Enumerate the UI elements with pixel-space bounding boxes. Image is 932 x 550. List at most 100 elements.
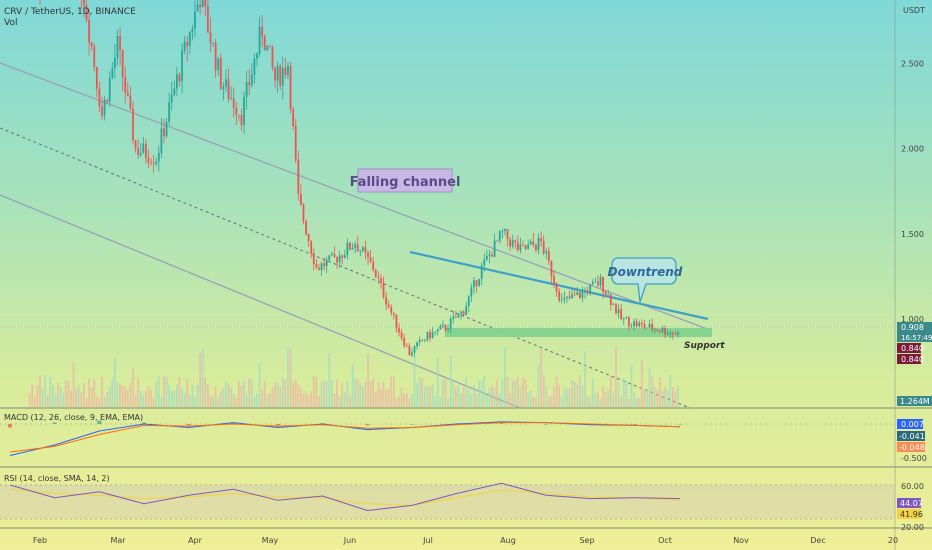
candle[interactable] [132, 101, 134, 145]
candle[interactable] [612, 302, 615, 306]
candle[interactable] [111, 62, 114, 80]
candle[interactable] [243, 91, 245, 134]
candle[interactable] [532, 233, 535, 248]
candle[interactable] [527, 239, 530, 250]
candle[interactable] [408, 342, 411, 356]
candle[interactable] [405, 343, 408, 348]
candle[interactable] [578, 291, 581, 300]
candle[interactable] [633, 318, 635, 331]
candle[interactable] [359, 249, 362, 256]
candle[interactable] [602, 276, 604, 299]
candle[interactable] [635, 318, 638, 328]
candle[interactable] [550, 260, 553, 283]
candle[interactable] [400, 328, 403, 341]
candle[interactable] [222, 82, 225, 101]
candle[interactable] [124, 66, 127, 104]
candle[interactable] [230, 86, 233, 101]
candle[interactable] [310, 240, 313, 259]
candle[interactable] [217, 57, 220, 76]
candle[interactable] [377, 271, 380, 284]
candle[interactable] [181, 43, 183, 94]
candle[interactable] [98, 81, 101, 113]
candle[interactable] [178, 72, 181, 87]
candle[interactable] [584, 287, 586, 299]
candle[interactable] [615, 302, 617, 315]
candle[interactable] [465, 301, 468, 316]
candle[interactable] [653, 327, 656, 334]
candle[interactable] [323, 258, 326, 271]
channel-mid-line[interactable] [0, 127, 691, 409]
candle[interactable] [101, 96, 103, 120]
candle[interactable] [209, 17, 212, 53]
candle[interactable] [387, 300, 390, 309]
candle[interactable] [325, 256, 328, 273]
candle[interactable] [284, 58, 287, 80]
candle[interactable] [258, 16, 261, 58]
candle[interactable] [315, 258, 318, 269]
candle[interactable] [452, 311, 455, 324]
candle[interactable] [382, 276, 385, 300]
candle[interactable] [114, 43, 116, 79]
candle[interactable] [599, 273, 602, 289]
candle[interactable] [659, 329, 661, 334]
candle[interactable] [504, 228, 506, 236]
candle[interactable] [638, 320, 641, 328]
candle[interactable] [287, 62, 289, 80]
candle[interactable] [488, 250, 491, 264]
candle[interactable] [240, 108, 243, 131]
candle[interactable] [648, 319, 651, 329]
candle[interactable] [597, 274, 599, 287]
candle[interactable] [173, 80, 176, 97]
candle[interactable] [341, 254, 344, 265]
candle[interactable] [429, 329, 431, 342]
candle[interactable] [354, 240, 357, 254]
candle[interactable] [395, 314, 398, 333]
candle[interactable] [509, 237, 512, 251]
candle[interactable] [529, 239, 532, 245]
candle[interactable] [674, 330, 677, 336]
candle[interactable] [88, 11, 90, 56]
candle[interactable] [485, 249, 488, 262]
candle[interactable] [462, 310, 465, 317]
candle[interactable] [305, 219, 307, 236]
candle[interactable] [369, 249, 372, 264]
candle[interactable] [444, 323, 447, 333]
candle[interactable] [139, 142, 142, 158]
candle[interactable] [204, 0, 207, 17]
candle[interactable] [568, 290, 571, 300]
candle[interactable] [299, 183, 302, 206]
candle[interactable] [214, 38, 217, 78]
candle[interactable] [152, 154, 155, 174]
candle[interactable] [206, 0, 209, 34]
candle[interactable] [150, 158, 152, 166]
candle[interactable] [346, 238, 349, 260]
candle[interactable] [537, 233, 540, 255]
candle[interactable] [261, 15, 264, 47]
downtrend-callout[interactable] [611, 257, 677, 303]
candle[interactable] [106, 98, 109, 105]
candle[interactable] [643, 319, 646, 331]
candle[interactable] [330, 251, 333, 256]
candle[interactable] [281, 56, 284, 100]
candle[interactable] [398, 323, 400, 337]
candle[interactable] [416, 341, 419, 350]
candle[interactable] [470, 283, 473, 303]
candle[interactable] [516, 235, 519, 253]
candle[interactable] [307, 233, 310, 248]
candle[interactable] [478, 278, 481, 288]
candle[interactable] [511, 234, 514, 249]
candle[interactable] [170, 81, 173, 111]
channel-lower-line[interactable] [0, 194, 521, 409]
candle[interactable] [93, 42, 96, 72]
last-price-badge[interactable] [897, 322, 932, 332]
candle[interactable] [514, 239, 517, 250]
candle[interactable] [263, 34, 266, 51]
candle[interactable] [318, 264, 320, 271]
candle[interactable] [160, 118, 163, 158]
candle[interactable] [609, 293, 612, 311]
candle[interactable] [266, 45, 269, 51]
candle[interactable] [367, 250, 369, 265]
candle[interactable] [116, 29, 119, 66]
candle[interactable] [90, 41, 93, 51]
